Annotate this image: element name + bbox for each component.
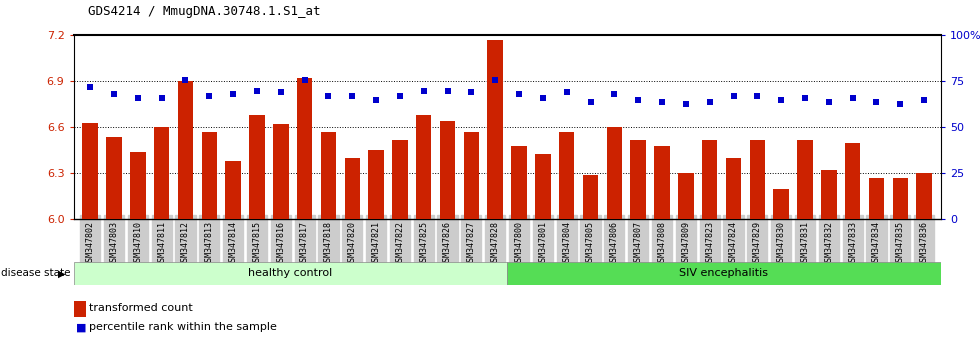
Bar [487,40,503,219]
Bar [106,137,122,219]
Bar [726,158,741,219]
Bar [440,121,456,219]
Text: SIV encephalitis: SIV encephalitis [679,268,768,279]
Text: healthy control: healthy control [248,268,332,279]
Text: transformed count: transformed count [89,303,193,313]
Text: ▶: ▶ [58,268,66,278]
Bar [320,132,336,219]
Bar [273,124,288,219]
Bar [297,78,313,219]
Bar [678,173,694,219]
Text: disease state: disease state [1,268,71,278]
Bar [74,262,508,285]
Bar [202,132,217,219]
Bar [82,123,98,219]
Bar [798,140,812,219]
Bar [535,154,551,219]
Bar [154,127,170,219]
Bar [750,140,765,219]
Bar [225,161,241,219]
Bar [607,127,622,219]
Bar [916,173,932,219]
Bar [508,262,941,285]
Bar [368,150,384,219]
Bar [559,132,574,219]
Bar [868,178,884,219]
Bar [392,140,408,219]
Bar [249,115,265,219]
Text: ■: ■ [76,322,87,332]
Bar [464,132,479,219]
Bar [845,143,860,219]
Bar [773,189,789,219]
Text: percentile rank within the sample: percentile rank within the sample [89,322,277,332]
Bar [821,170,837,219]
Bar [583,175,598,219]
Bar [630,140,646,219]
Bar [345,158,360,219]
Bar [893,178,908,219]
Text: GDS4214 / MmugDNA.30748.1.S1_at: GDS4214 / MmugDNA.30748.1.S1_at [88,5,320,18]
Bar [702,140,717,219]
Bar [512,146,527,219]
Bar [655,146,669,219]
Bar [416,115,431,219]
Bar [130,152,146,219]
Bar [177,81,193,219]
